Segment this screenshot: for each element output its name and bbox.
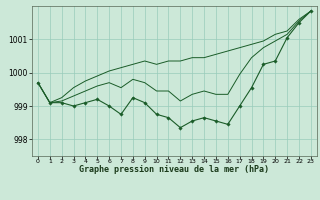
X-axis label: Graphe pression niveau de la mer (hPa): Graphe pression niveau de la mer (hPa) — [79, 165, 269, 174]
